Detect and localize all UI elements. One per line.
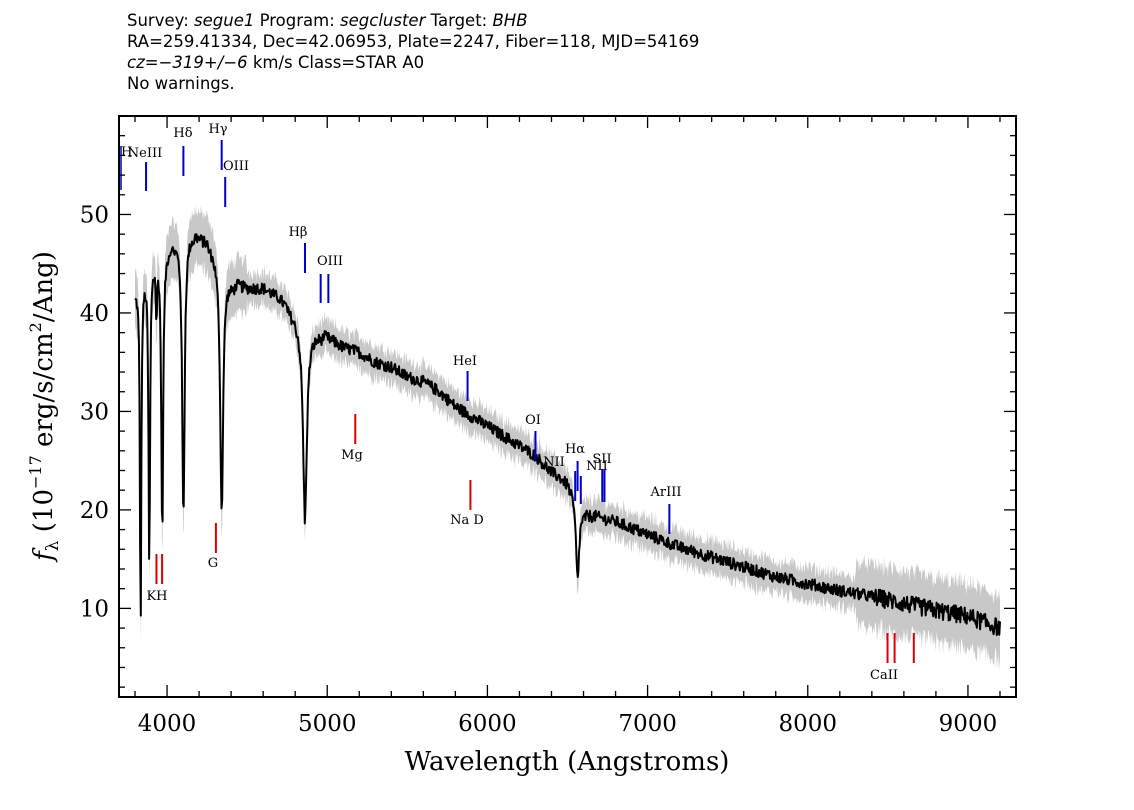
x-tick-label: 4000	[138, 711, 197, 737]
survey-label: Survey:	[127, 11, 189, 30]
spectral-line-label: NII	[543, 455, 565, 470]
spectral-line-label: SII	[592, 452, 611, 467]
header-line-1: Survey: segue1 Program: segcluster Targe…	[127, 10, 699, 31]
x-tick-label: 8000	[778, 711, 837, 737]
target-value: BHB	[492, 11, 528, 30]
spectral-line-label: Mg	[341, 448, 363, 463]
line-markers: Hδ HγNeIIIOIIIHβOIIIHeIOINIIHαNIISIIArIII…	[120, 122, 915, 683]
y-tick-label: 40	[80, 301, 109, 327]
spectral-line-label: NeIII	[128, 146, 162, 161]
program-value: segcluster	[340, 11, 426, 30]
spectral-line-label: Hγ	[208, 122, 227, 137]
x-tick-label: 5000	[298, 711, 357, 737]
spectral-line-label: Hα	[565, 442, 585, 457]
y-tick-label: 20	[80, 498, 109, 524]
spectral-line-label: G	[208, 556, 218, 571]
plot-frame	[118, 115, 1017, 698]
warnings-text: No warnings.	[127, 74, 235, 93]
flux-line	[134, 233, 1001, 637]
spectral-line-label: Hδ	[173, 126, 192, 141]
class-value: Class=STAR A0	[297, 53, 425, 72]
spectral-line-label: Na D	[450, 513, 484, 528]
error-band-area	[135, 204, 1000, 671]
y-tick-label: 50	[80, 202, 109, 228]
y-tick-label: 30	[80, 399, 109, 425]
y-axis-label: fλ (10−17 erg/s/cm2/Ang)	[26, 251, 63, 563]
spectral-line-label: OIII	[223, 159, 249, 174]
x-tick-label: 6000	[458, 711, 517, 737]
y-tick-label: 10	[80, 596, 109, 622]
axis-ticks: 4000 5000 6000 7000 8000 9000 10 20 30 40 50	[80, 116, 1016, 737]
survey-value: segue1	[194, 11, 255, 30]
x-axis-label: Wavelength (Angstroms)	[405, 747, 730, 777]
spectral-line-label: OI	[525, 413, 541, 428]
spectral-line-label: Hβ	[289, 225, 308, 240]
redshift-unit: km/s	[252, 53, 293, 72]
target-label: Target:	[430, 11, 488, 30]
x-tick-label: 9000	[939, 711, 998, 737]
spectral-line-label: CaII	[870, 668, 898, 683]
spectral-line-label: HeI	[453, 354, 477, 369]
error-band	[135, 204, 1000, 671]
spectral-line-label: H	[121, 145, 132, 160]
redshift-value: cz=−319+/−6	[127, 53, 248, 72]
spectral-line-label: OIII	[317, 254, 343, 269]
header-line-2: RA=259.41334, Dec=42.06953, Plate=2247, …	[127, 32, 700, 51]
x-tick-label: 7000	[618, 711, 677, 737]
header-line-3: cz=−319+/−6 km/s Class=STAR A0	[127, 52, 699, 73]
spectral-line-label: KH	[146, 589, 167, 604]
flux-series	[134, 233, 1001, 637]
spectral-line-label: ArIII	[649, 485, 681, 500]
program-label: Program:	[259, 11, 335, 30]
spectrum-header: Survey: segue1 Program: segcluster Targe…	[127, 10, 699, 94]
